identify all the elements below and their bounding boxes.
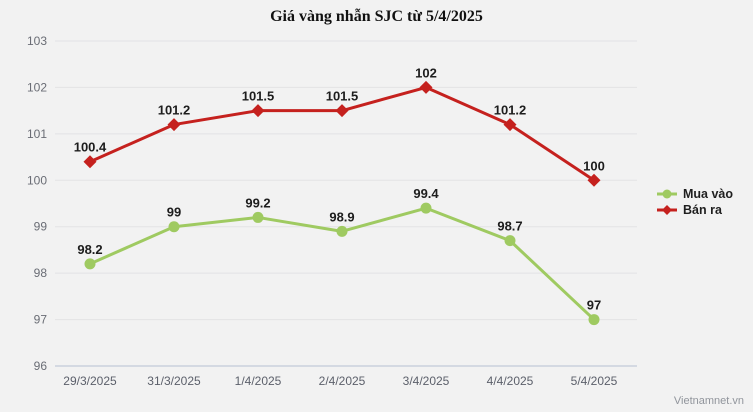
data-point-marker [588,314,600,326]
chart-legend: Mua vào Bán ra [656,186,733,217]
data-point-label: 99.4 [413,186,439,201]
x-tick-label: 29/3/2025 [63,374,117,388]
y-tick-label: 99 [34,220,48,234]
y-tick-label: 97 [34,313,48,327]
data-point-marker [83,155,97,169]
data-point-label: 101.5 [242,89,275,104]
data-point-marker [587,173,601,187]
y-tick-label: 103 [27,34,47,48]
legend-label: Mua vào [683,186,734,201]
x-tick-label: 1/4/2025 [235,374,282,388]
data-point-label: 102 [415,65,437,80]
data-point-marker [504,235,516,247]
data-point-label: 99.2 [245,195,270,210]
y-tick-label: 96 [34,359,48,373]
legend-item: Bán ra [656,202,733,217]
data-point-label: 100.4 [74,140,107,155]
watermark: Vietnamnet.vn [673,395,744,407]
data-point-label: 98.9 [329,209,354,224]
legend-circle-marker-icon [657,189,677,198]
y-tick-label: 100 [27,173,47,187]
data-point-marker [167,118,181,132]
y-tick-label: 102 [27,80,47,94]
data-point-marker [251,104,265,118]
data-point-label: 99 [167,205,181,220]
data-point-label: 101.2 [158,103,191,118]
chart-title: Giá vàng nhẫn SJC từ 5/4/2025 [270,8,483,25]
data-point-marker [168,221,180,233]
data-point-label: 98.7 [497,219,522,234]
x-tick-label: 5/4/2025 [571,374,618,388]
data-point-marker [503,118,517,132]
data-point-label: 98.2 [77,242,102,257]
x-tick-label: 31/3/2025 [147,374,201,388]
legend-label: Bán ra [683,202,722,217]
data-point-label: 100 [583,158,605,173]
data-point-marker [252,211,264,223]
data-point-marker [419,80,433,94]
data-point-label: 97 [587,298,601,313]
data-point-label: 101.2 [494,103,527,118]
y-tick-label: 101 [27,127,47,141]
x-tick-label: 3/4/2025 [403,374,450,388]
legend-diamond-marker-icon [657,204,677,215]
data-point-marker [420,202,432,214]
legend-item: Mua vào [656,186,733,201]
x-tick-label: 2/4/2025 [319,374,366,388]
y-tick-label: 98 [34,266,48,280]
x-tick-label: 4/4/2025 [487,374,534,388]
data-point-marker [336,225,348,237]
data-point-marker [335,104,349,118]
data-point-marker [84,258,96,270]
data-point-label: 101.5 [326,89,359,104]
